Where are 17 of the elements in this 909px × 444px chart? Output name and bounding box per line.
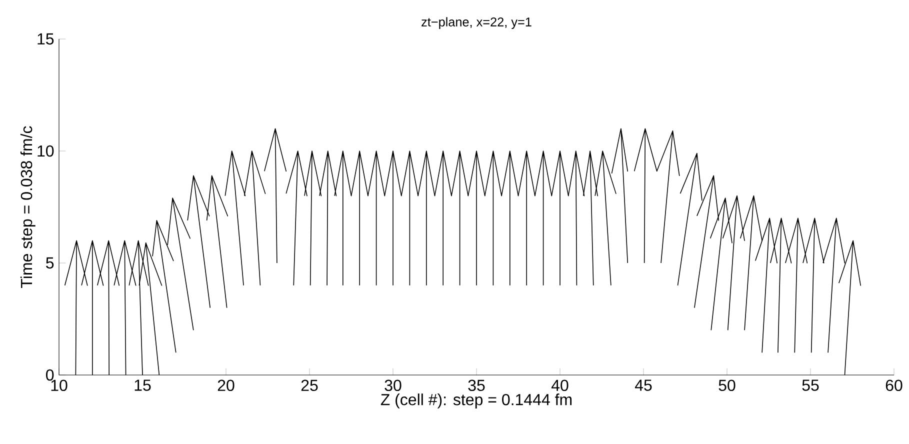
x-tick-label: 25 (301, 380, 318, 392)
x-tick-label: 15 (134, 380, 151, 391)
y-tick-label: 5 (46, 257, 54, 269)
x-tick-label: 35 (468, 380, 485, 392)
x-tick-label: 40 (551, 380, 568, 392)
y-tick-label: 10 (38, 145, 54, 157)
x-tick-label: 45 (634, 380, 652, 391)
x-tick-label: 55 (802, 380, 819, 391)
x-tick-label: 50 (718, 380, 736, 392)
x-axis-title: Z (cell #): step = 0.1444 fm (380, 394, 572, 408)
x-tick-label: 60 (886, 380, 902, 392)
y-tick-label: 15 (38, 33, 54, 45)
x-tick-label: 20 (218, 380, 234, 392)
y-tick-label: 0 (46, 369, 54, 381)
x-tick-label: 30 (384, 380, 402, 392)
chart-title: zt−plane, x=22, y=1 (422, 17, 532, 29)
y-axis-title: Time step = 0.038 fm/c (20, 126, 36, 288)
